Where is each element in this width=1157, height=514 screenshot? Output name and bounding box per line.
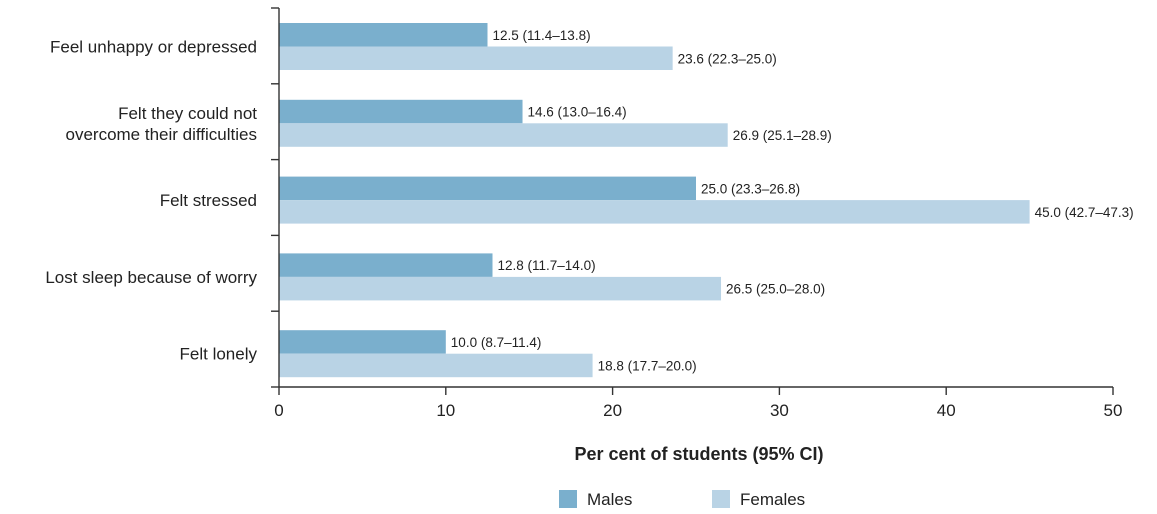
bar-value-label: 26.9 (25.1–28.9) [733,128,832,143]
x-tick-label: 40 [937,401,956,420]
category-label: Felt they could not [118,104,257,123]
bar-value-label: 23.6 (22.3–25.0) [678,51,777,66]
bar-value-label: 25.0 (23.3–26.8) [701,181,800,196]
axes-layer: 0 10 20 30 40 50 [271,7,1123,420]
x-tick-label: 0 [274,401,283,420]
x-tick-label: 30 [770,401,789,420]
legend: Males Females [559,490,805,509]
bar-males-2 [279,176,696,201]
category-label: Felt lonely [180,345,258,364]
bar-males-0 [279,23,488,47]
bar-females-2 [279,200,1030,224]
bars-layer [279,23,1030,378]
category-label: Felt stressed [160,191,257,210]
bar-males-3 [279,253,493,277]
bar-females-0 [279,46,673,70]
bar-females-1 [279,123,728,147]
bar-males-1 [279,99,523,124]
bar-value-label: 45.0 (42.7–47.3) [1035,205,1134,220]
category-labels-layer: Feel unhappy or depressed Felt they could… [45,38,257,364]
bar-value-label: 14.6 (13.0–16.4) [528,105,627,120]
category-label: overcome their difficulties [66,125,258,144]
bar-value-label: 12.5 (11.4–13.8) [493,28,591,43]
legend-swatch-females [712,490,730,508]
legend-label-females: Females [740,490,805,509]
bar-value-label: 10.0 (8.7–11.4) [451,335,542,350]
category-label: Lost sleep because of worry [45,268,257,287]
x-tick-label: 10 [436,401,455,420]
bar-males-4 [279,330,446,354]
category-label: Feel unhappy or depressed [50,38,257,57]
bar-labels-layer: 12.5 (11.4–13.8) 23.6 (22.3–25.0) 14.6 (13… [451,28,1134,374]
x-tick-label: 20 [603,401,622,420]
legend-swatch-males [559,490,577,508]
bar-females-4 [279,353,593,378]
x-axis-title: Per cent of students (95% CI) [574,444,823,464]
legend-label-males: Males [587,490,632,509]
x-tick-label: 50 [1104,401,1123,420]
bar-value-label: 12.8 (11.7–14.0) [498,258,596,273]
bar-value-label: 18.8 (17.7–20.0) [598,358,697,373]
bar-females-3 [279,276,722,301]
bar-value-label: 26.5 (25.0–28.0) [726,282,825,297]
